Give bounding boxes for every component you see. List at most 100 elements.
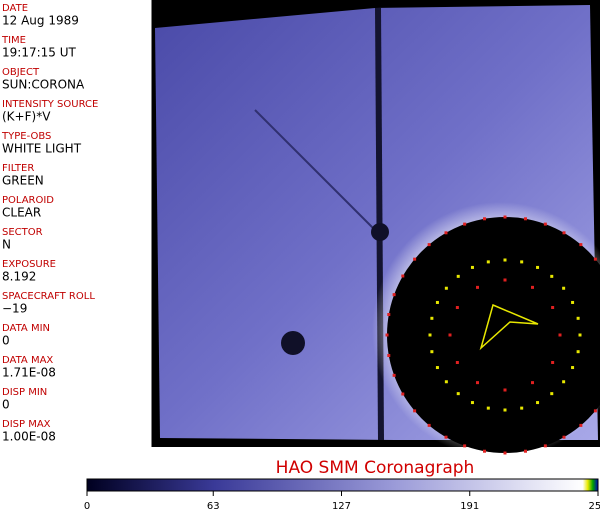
dot: [579, 243, 583, 247]
dot: [571, 366, 575, 370]
field-value: 1.00E-08: [2, 430, 56, 444]
field-label: OBJECT: [2, 67, 40, 78]
dot: [536, 401, 540, 405]
field-label: EXPOSURE: [2, 259, 56, 270]
field-value: GREEN: [2, 174, 44, 188]
field-value: 1.71E-08: [2, 366, 56, 380]
field-label: SECTOR: [2, 227, 43, 238]
dot: [503, 258, 507, 262]
dot: [562, 435, 566, 439]
field-value: WHITE LIGHT: [2, 142, 82, 156]
dot: [503, 408, 507, 412]
dot: [503, 215, 507, 219]
dot: [444, 380, 448, 384]
dot: [486, 406, 490, 410]
field-value: N: [2, 238, 11, 252]
dot: [470, 401, 474, 405]
dot: [503, 278, 507, 282]
dot: [387, 353, 391, 357]
dot: [543, 444, 547, 448]
dot: [455, 306, 459, 309]
field-label: FILTER: [2, 163, 34, 174]
dot: [536, 265, 540, 269]
tick-label: 63: [207, 501, 220, 512]
tick-label: 191: [460, 501, 479, 512]
field-value: 12 Aug 1989: [2, 14, 79, 28]
dot: [483, 217, 487, 221]
field-label: DATE: [2, 3, 28, 14]
dot: [444, 231, 448, 235]
dot: [562, 286, 566, 290]
overlay-dots: [385, 215, 597, 455]
streak: [254, 109, 376, 231]
dot: [551, 306, 555, 309]
dot: [576, 316, 580, 320]
dot: [428, 333, 432, 337]
dot: [550, 392, 554, 396]
dot: [444, 435, 448, 439]
field-value: −19: [2, 302, 27, 316]
field-label: INTENSITY SOURCE: [2, 99, 98, 110]
field-label: DISP MIN: [2, 387, 47, 398]
dot: [543, 222, 547, 226]
dot: [562, 231, 566, 235]
dot: [486, 260, 490, 264]
dot: [576, 350, 580, 354]
tick-label: 255: [588, 501, 600, 512]
field-label: TYPE-OBS: [1, 131, 51, 142]
dot: [413, 409, 417, 413]
dot: [550, 274, 554, 278]
tick-label: 0: [84, 501, 90, 512]
dot: [571, 300, 575, 304]
dot: [392, 293, 396, 297]
dot: [387, 313, 391, 317]
dot: [392, 373, 396, 377]
field-value: 0: [2, 398, 10, 412]
dot: [427, 243, 431, 247]
dot: [523, 449, 527, 453]
field-label: POLAROID: [2, 195, 54, 206]
tick-label: 127: [332, 501, 351, 512]
spot: [371, 223, 389, 241]
dot: [551, 361, 555, 364]
field-value: (K+F)*V: [2, 110, 51, 124]
dot: [531, 381, 534, 385]
dot: [520, 260, 524, 264]
dot: [444, 286, 448, 290]
field-label: DISP MAX: [2, 419, 51, 430]
dot: [562, 380, 566, 384]
dot: [448, 333, 452, 337]
dot: [435, 300, 439, 304]
dot: [413, 257, 417, 261]
dot: [558, 333, 562, 337]
field-label: TIME: [1, 35, 26, 46]
dot: [579, 423, 583, 427]
colorbar: [86, 478, 599, 492]
field-value: CLEAR: [2, 206, 41, 220]
field-label: SPACECRAFT ROLL: [2, 291, 95, 302]
dot: [435, 366, 439, 370]
dot: [470, 265, 474, 269]
sun-marker: [479, 303, 539, 351]
dot: [593, 409, 597, 413]
field-value: 19:17:15 UT: [2, 46, 76, 60]
field-value: SUN:CORONA: [2, 78, 85, 92]
spot: [281, 331, 305, 355]
occulter: [387, 217, 600, 453]
dot: [476, 381, 479, 385]
dot: [456, 392, 460, 396]
dot: [401, 274, 405, 278]
dot: [503, 388, 507, 392]
dot: [430, 316, 434, 320]
dot: [456, 274, 460, 278]
colorbar-ticks: 0 63 127 191 255: [84, 491, 600, 512]
dot: [455, 361, 459, 364]
dot: [430, 350, 434, 354]
field-label: DATA MIN: [2, 323, 50, 334]
dot: [401, 392, 405, 396]
dot: [523, 217, 527, 221]
dot: [385, 333, 389, 337]
